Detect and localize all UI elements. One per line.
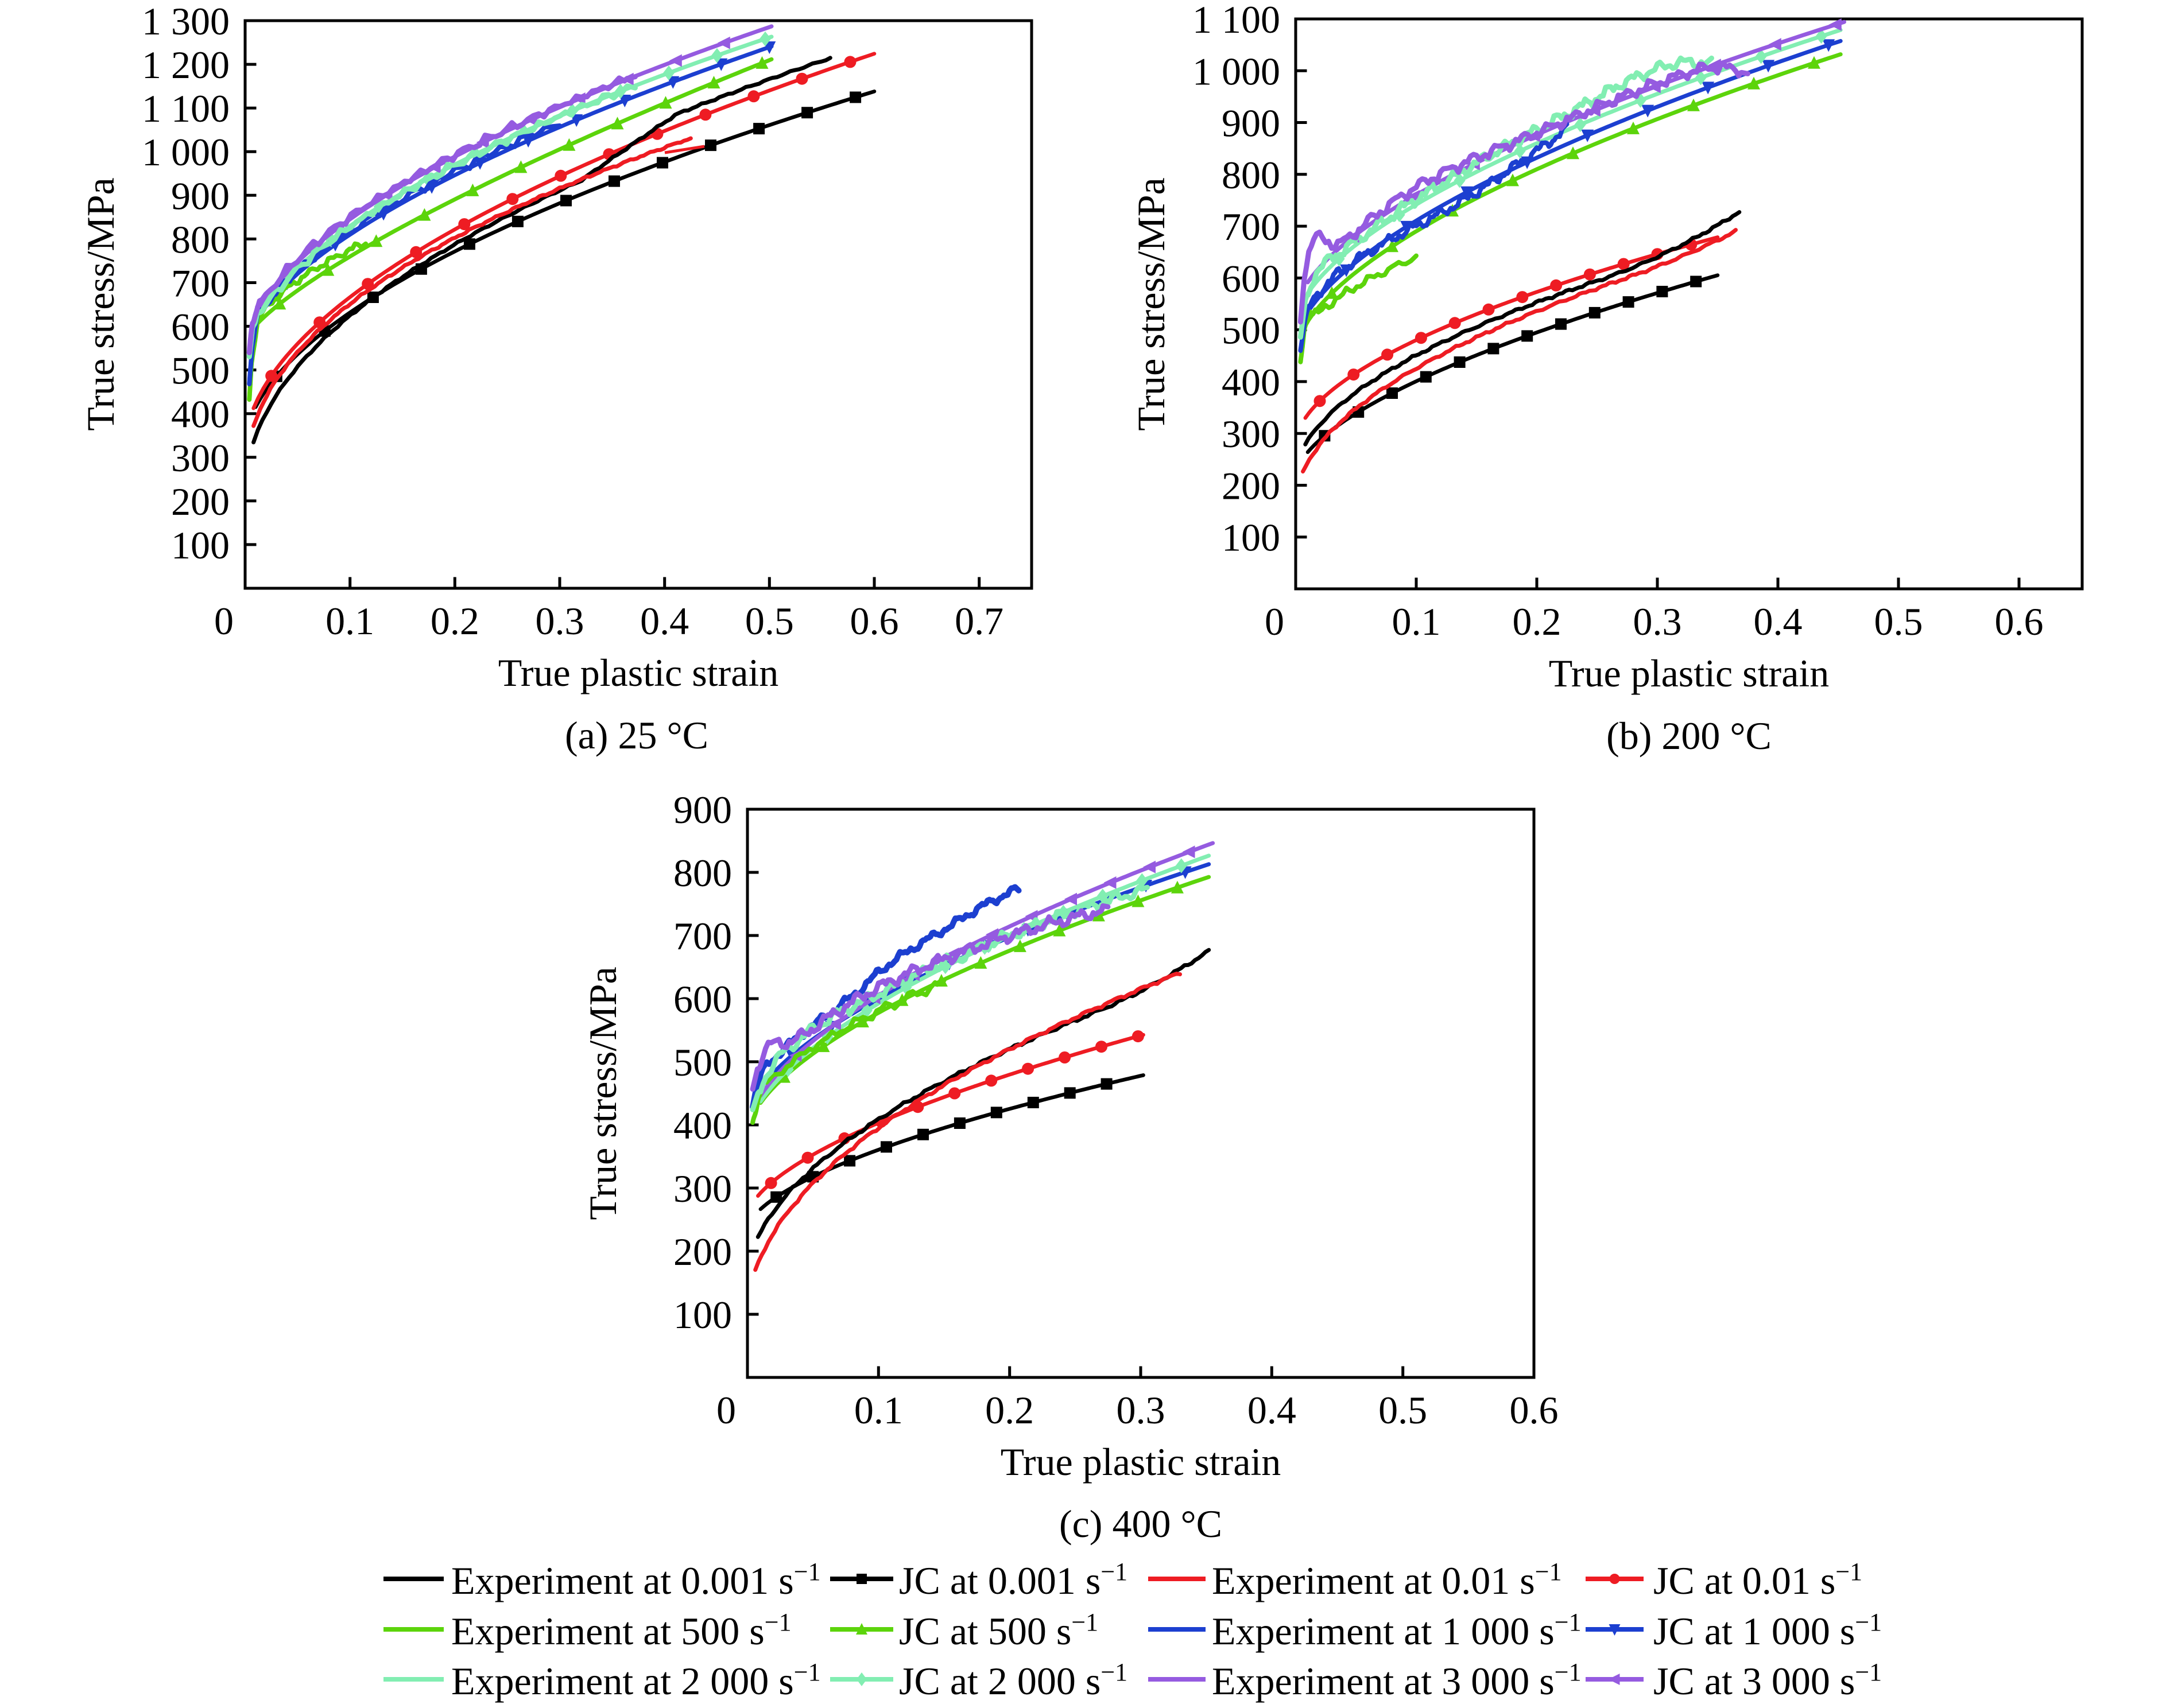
svg-text:800: 800: [171, 218, 230, 261]
svg-text:0.7: 0.7: [955, 599, 1003, 643]
svg-text:1 100: 1 100: [1192, 0, 1280, 41]
svg-text:JC at 500 s−1: JC at 500 s−1: [899, 1608, 1098, 1653]
svg-text:Experiment at 500 s−1: Experiment at 500 s−1: [451, 1608, 792, 1653]
svg-text:200: 200: [171, 480, 230, 523]
svg-text:0.4: 0.4: [640, 599, 689, 643]
svg-text:0.3: 0.3: [536, 599, 584, 643]
svg-text:0: 0: [214, 599, 234, 643]
svg-text:200: 200: [673, 1230, 732, 1274]
svg-text:1 000: 1 000: [142, 130, 230, 174]
svg-text:(a) 25 °C: (a) 25 °C: [565, 713, 708, 757]
svg-text:Experiment at 3 000 s−1: Experiment at 3 000 s−1: [1212, 1658, 1582, 1703]
svg-text:0.4: 0.4: [1754, 600, 1803, 643]
svg-text:400: 400: [1222, 360, 1280, 404]
svg-text:500: 500: [673, 1041, 732, 1084]
svg-text:0.3: 0.3: [1633, 600, 1682, 643]
svg-text:400: 400: [171, 393, 230, 436]
svg-text:(c) 400 °C: (c) 400 °C: [1059, 1502, 1222, 1546]
svg-text:Experiment at 0.001 s−1: Experiment at 0.001 s−1: [451, 1558, 821, 1602]
svg-text:Experiment at 2 000 s−1: Experiment at 2 000 s−1: [451, 1658, 821, 1703]
svg-text:True plastic strain: True plastic strain: [498, 651, 779, 694]
svg-text:0.6: 0.6: [1509, 1388, 1558, 1432]
svg-text:600: 600: [673, 977, 732, 1021]
svg-text:0.6: 0.6: [1995, 600, 2044, 643]
svg-text:600: 600: [171, 305, 230, 349]
svg-text:200: 200: [1222, 464, 1280, 507]
svg-text:800: 800: [1222, 153, 1280, 197]
svg-text:100: 100: [1222, 516, 1280, 560]
svg-text:True plastic strain: True plastic strain: [1001, 1440, 1281, 1484]
svg-text:300: 300: [1222, 412, 1280, 456]
svg-text:0.2: 0.2: [1513, 600, 1561, 643]
svg-text:JC at 0.001 s−1: JC at 0.001 s−1: [899, 1558, 1127, 1602]
svg-text:0.3: 0.3: [1116, 1388, 1165, 1432]
svg-text:600: 600: [1222, 257, 1280, 300]
svg-text:500: 500: [171, 349, 230, 393]
svg-text:0.6: 0.6: [850, 599, 899, 643]
svg-text:500: 500: [1222, 309, 1280, 352]
svg-text:0.1: 0.1: [854, 1388, 903, 1432]
svg-text:400: 400: [673, 1104, 732, 1147]
svg-text:900: 900: [171, 174, 230, 218]
svg-text:0.4: 0.4: [1247, 1388, 1296, 1432]
svg-text:Experiment at 0.01 s−1: Experiment at 0.01 s−1: [1212, 1558, 1562, 1602]
svg-text:700: 700: [1222, 205, 1280, 249]
svg-text:700: 700: [673, 914, 732, 958]
svg-text:JC at 0.01 s−1: JC at 0.01 s−1: [1653, 1558, 1862, 1602]
svg-text:True stress/MPa: True stress/MPa: [1129, 177, 1173, 430]
svg-text:0.5: 0.5: [745, 599, 794, 643]
svg-text:True stress/MPa: True stress/MPa: [581, 966, 625, 1220]
svg-text:True plastic strain: True plastic strain: [1549, 651, 1830, 695]
svg-text:700: 700: [171, 261, 230, 305]
svg-text:300: 300: [171, 436, 230, 480]
svg-text:1 200: 1 200: [142, 43, 230, 87]
svg-text:1 000: 1 000: [1192, 49, 1280, 93]
svg-text:0.5: 0.5: [1378, 1388, 1427, 1432]
svg-text:100: 100: [673, 1293, 732, 1337]
svg-text:0: 0: [1265, 600, 1284, 643]
svg-text:100: 100: [171, 523, 230, 567]
svg-text:900: 900: [673, 788, 732, 832]
svg-text:900: 900: [1222, 102, 1280, 145]
svg-text:Experiment at 1 000 s−1: Experiment at 1 000 s−1: [1212, 1608, 1582, 1653]
svg-text:(b) 200 °C: (b) 200 °C: [1606, 714, 1772, 758]
svg-text:JC at 1 000 s−1: JC at 1 000 s−1: [1653, 1608, 1882, 1653]
svg-text:0.2: 0.2: [431, 599, 479, 643]
svg-text:300: 300: [673, 1167, 732, 1210]
svg-text:JC at 3 000 s−1: JC at 3 000 s−1: [1653, 1658, 1882, 1703]
svg-text:JC at 2 000 s−1: JC at 2 000 s−1: [899, 1658, 1127, 1703]
svg-text:1 100: 1 100: [142, 87, 230, 130]
svg-text:800: 800: [673, 851, 732, 895]
svg-text:True stress/MPa: True stress/MPa: [79, 177, 122, 430]
svg-text:1 300: 1 300: [142, 0, 230, 43]
svg-text:0: 0: [716, 1388, 736, 1432]
svg-text:0.1: 0.1: [326, 599, 374, 643]
svg-text:0.5: 0.5: [1874, 600, 1923, 643]
svg-text:0.1: 0.1: [1392, 600, 1441, 643]
svg-text:0.2: 0.2: [985, 1388, 1034, 1432]
